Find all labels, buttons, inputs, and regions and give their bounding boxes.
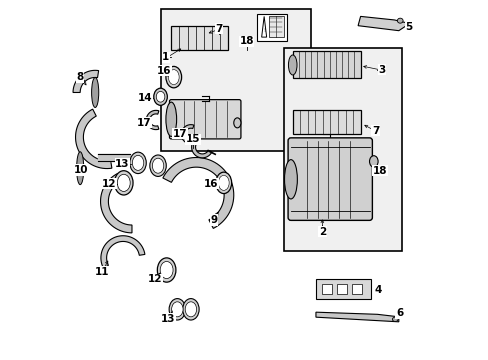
Text: 5: 5: [405, 22, 411, 32]
Polygon shape: [75, 109, 112, 168]
Ellipse shape: [130, 152, 146, 174]
Text: 18: 18: [372, 166, 386, 176]
Text: 2: 2: [318, 227, 325, 237]
Text: 7: 7: [371, 126, 379, 136]
Ellipse shape: [369, 156, 377, 167]
Ellipse shape: [114, 171, 133, 195]
Text: 12: 12: [148, 274, 163, 284]
Text: 18: 18: [239, 36, 253, 46]
Bar: [292, 51, 360, 78]
Text: !: !: [263, 28, 264, 33]
Polygon shape: [315, 312, 398, 322]
Ellipse shape: [77, 152, 83, 185]
Text: 3: 3: [377, 65, 385, 75]
Bar: [283, 48, 401, 251]
Ellipse shape: [165, 102, 176, 136]
Bar: [171, 26, 228, 50]
Ellipse shape: [160, 261, 173, 279]
Ellipse shape: [168, 69, 179, 85]
Ellipse shape: [152, 158, 163, 173]
Ellipse shape: [288, 55, 296, 75]
Ellipse shape: [91, 77, 99, 108]
Bar: [322, 284, 331, 294]
Text: 6: 6: [395, 308, 402, 318]
Text: 11: 11: [94, 267, 109, 277]
Polygon shape: [101, 174, 132, 233]
Text: 9: 9: [210, 215, 217, 225]
Ellipse shape: [391, 317, 397, 321]
Polygon shape: [146, 111, 159, 130]
Polygon shape: [101, 236, 144, 268]
Ellipse shape: [171, 302, 183, 317]
Text: 16: 16: [203, 179, 218, 189]
FancyBboxPatch shape: [287, 138, 372, 220]
Polygon shape: [357, 17, 408, 31]
Bar: [337, 284, 346, 294]
Text: 13: 13: [161, 314, 175, 324]
Text: 17: 17: [173, 129, 187, 139]
Ellipse shape: [397, 18, 402, 23]
Ellipse shape: [183, 298, 199, 320]
Ellipse shape: [233, 118, 241, 128]
Text: 14: 14: [138, 93, 153, 103]
Text: 15: 15: [185, 134, 200, 144]
Ellipse shape: [157, 258, 176, 282]
Polygon shape: [181, 125, 194, 144]
Text: 1: 1: [162, 53, 169, 63]
Bar: [292, 111, 360, 134]
Polygon shape: [261, 17, 266, 37]
Ellipse shape: [165, 66, 181, 88]
Text: 7: 7: [215, 23, 222, 33]
Ellipse shape: [156, 91, 164, 102]
Polygon shape: [73, 70, 99, 93]
Text: 16: 16: [156, 66, 171, 76]
Ellipse shape: [284, 159, 297, 199]
Text: 4: 4: [374, 285, 381, 295]
Text: 12: 12: [102, 179, 117, 189]
Bar: [257, 14, 287, 41]
Text: 17: 17: [137, 118, 151, 128]
Ellipse shape: [216, 172, 231, 194]
Bar: [268, 17, 283, 37]
Text: 10: 10: [74, 165, 88, 175]
Polygon shape: [163, 158, 233, 229]
FancyBboxPatch shape: [169, 100, 241, 139]
Bar: [160, 9, 310, 152]
Ellipse shape: [153, 88, 167, 105]
Bar: [315, 279, 370, 298]
Ellipse shape: [117, 174, 130, 192]
Ellipse shape: [132, 156, 143, 170]
Polygon shape: [191, 140, 211, 158]
Bar: [352, 284, 361, 294]
Text: 8: 8: [77, 72, 83, 82]
Ellipse shape: [169, 298, 185, 320]
Ellipse shape: [149, 155, 166, 176]
Ellipse shape: [218, 175, 229, 190]
Text: 13: 13: [115, 158, 129, 168]
Ellipse shape: [185, 302, 196, 317]
